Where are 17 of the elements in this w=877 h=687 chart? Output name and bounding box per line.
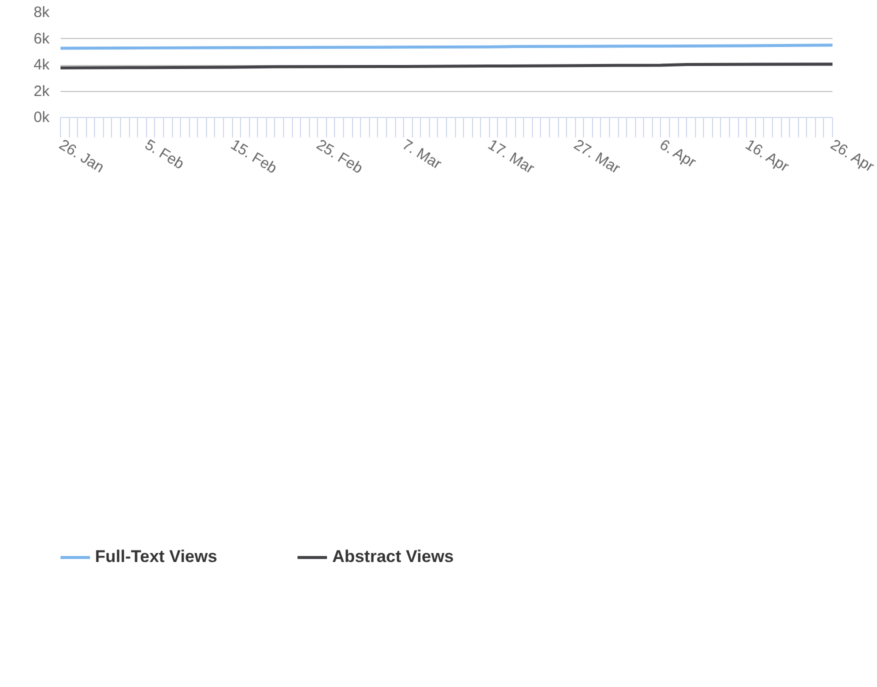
y-tick-label: 4k <box>34 56 50 74</box>
x-tick-label: 7. Mar <box>399 136 444 173</box>
y-tick-label: 8k <box>34 4 50 21</box>
legend-label: Full-Text Views <box>95 547 218 567</box>
x-tick-label: 15. Feb <box>228 136 280 178</box>
x-tick-label: 26. Jan <box>56 136 107 176</box>
x-tick-label: 16. Apr <box>742 136 792 176</box>
x-tick-label: 27. Mar <box>570 136 623 178</box>
x-tick-label: 5. Feb <box>142 136 187 173</box>
x-tick-label: 25. Feb <box>313 136 366 178</box>
legend-label: Abstract Views <box>332 547 454 567</box>
x-tick-label: 6. Apr <box>656 136 699 172</box>
x-tick-label: 17. Mar <box>484 136 538 178</box>
x-tick-label: 26. Apr <box>827 136 877 176</box>
y-tick-label: 2k <box>34 82 50 100</box>
y-tick-label: 0k <box>34 109 50 126</box>
y-tick-label: 6k <box>34 30 50 48</box>
